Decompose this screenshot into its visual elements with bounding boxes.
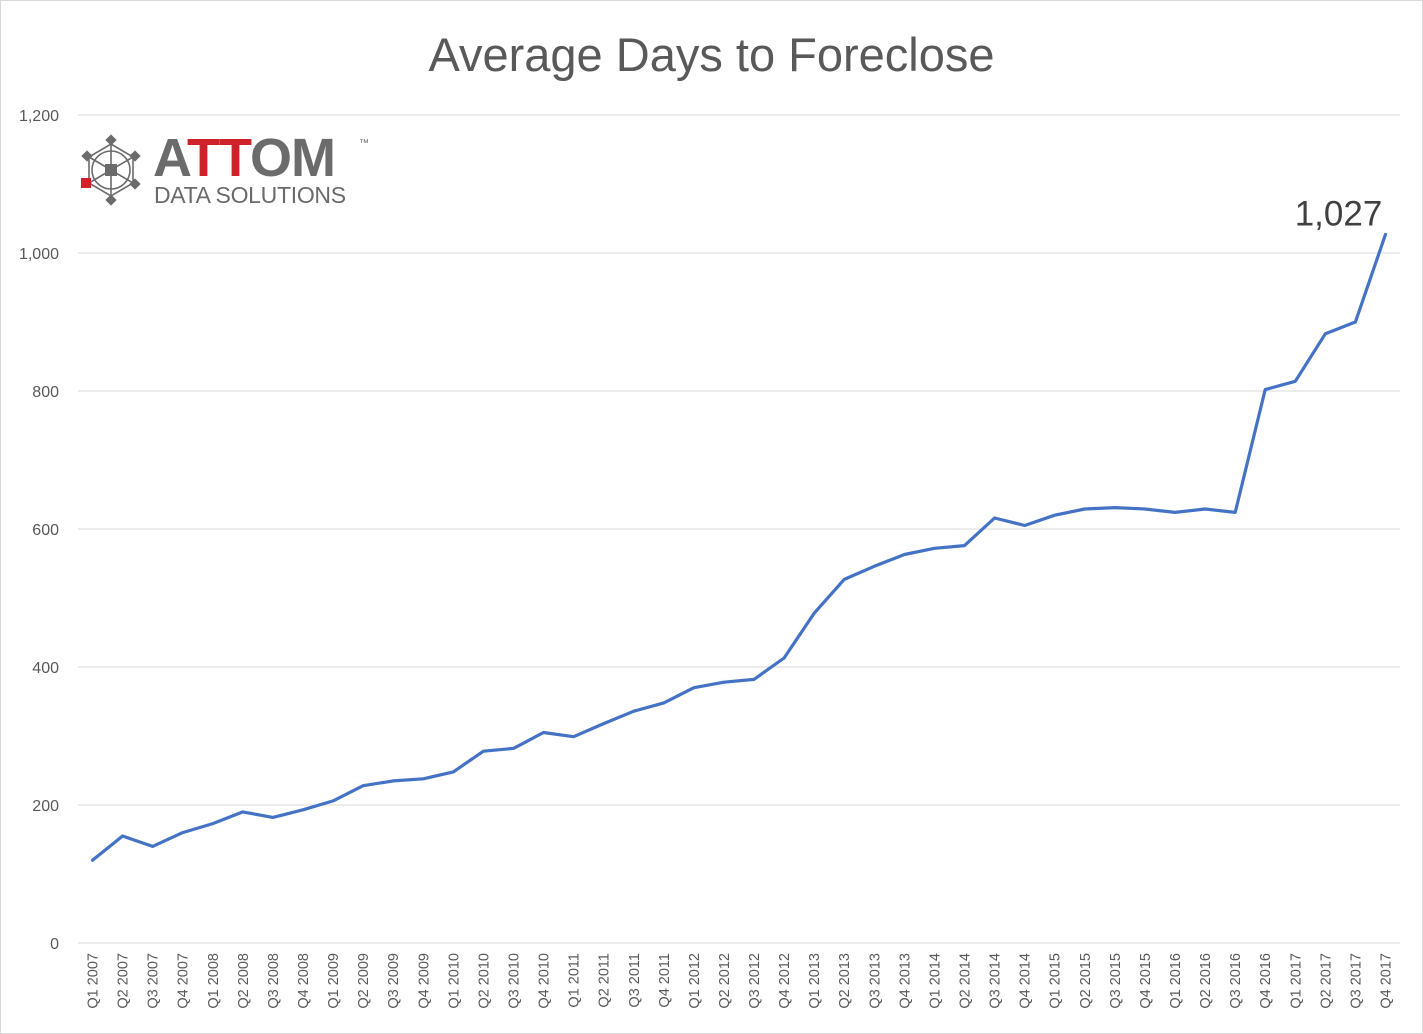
logo-trademark: ™	[359, 138, 369, 149]
x-tick-label: Q1 2009	[326, 953, 342, 1009]
x-tick-label: Q1 2017	[1288, 953, 1304, 1009]
x-tick-label: Q4 2011	[657, 953, 673, 1008]
logo-wordmark-tt: TT	[187, 128, 251, 188]
x-tick-label: Q3 2015	[1108, 953, 1124, 1009]
y-tick-label: 400	[32, 660, 59, 677]
x-tick-label: Q4 2012	[777, 953, 793, 1009]
attom-logo: ATTOM ™ DATA SOLUTIONS	[79, 128, 379, 212]
x-tick-label: Q2 2008	[236, 953, 252, 1009]
x-tick-label: Q2 2014	[958, 953, 974, 1009]
x-tick-label: Q4 2009	[416, 953, 432, 1009]
x-tick-label: Q2 2017	[1318, 953, 1334, 1009]
series-line-days	[90, 232, 1388, 862]
x-tick-label: Q4 2010	[537, 953, 553, 1009]
x-tick-label: Q3 2008	[266, 953, 282, 1009]
x-tick-label: Q3 2009	[386, 953, 402, 1009]
x-tick-label: Q1 2008	[206, 953, 222, 1009]
x-tick-label: Q4 2013	[897, 953, 913, 1009]
x-axis-tick-labels: Q1 2007 Q2 2007 Q3 2007 Q4 2007 Q1 2008 Q2 20…	[86, 953, 1395, 1009]
y-tick-label: 0	[50, 936, 59, 953]
x-tick-label: Q4 2007	[176, 953, 192, 1009]
x-tick-label: Q4 2017	[1379, 953, 1395, 1009]
x-tick-label: Q2 2010	[476, 953, 492, 1009]
x-tick-label: Q1 2014	[927, 953, 943, 1009]
x-tick-label: Q2 2009	[356, 953, 372, 1009]
y-tick-label: 1,200	[19, 108, 59, 125]
x-tick-label: Q3 2012	[747, 953, 763, 1009]
network-hexagon-icon	[81, 134, 141, 206]
x-tick-label: Q3 2014	[988, 953, 1004, 1009]
x-tick-label: Q1 2013	[807, 953, 823, 1009]
x-tick-label: Q3 2016	[1228, 953, 1244, 1009]
x-tick-label: Q1 2016	[1168, 953, 1184, 1009]
x-tick-label: Q1 2011	[567, 953, 583, 1008]
logo-wordmark-om: OM	[250, 128, 336, 188]
x-tick-label: Q4 2014	[1018, 953, 1034, 1009]
x-tick-label: Q4 2015	[1138, 953, 1154, 1009]
x-tick-label: Q2 2011	[597, 953, 613, 1008]
x-tick-label: Q4 2016	[1258, 953, 1274, 1009]
x-tick-label: Q2 2015	[1078, 953, 1094, 1009]
y-axis-tick-labels: 0 200 400 600 800 1,000 1,200	[19, 108, 59, 953]
logo-wordmark-a: A	[153, 128, 188, 188]
data-annotation: 1,027	[1295, 194, 1383, 233]
y-tick-label: 200	[32, 798, 59, 815]
x-tick-label: Q2 2016	[1198, 953, 1214, 1009]
y-tick-label: 600	[32, 522, 59, 539]
x-tick-label: Q1 2007	[86, 953, 102, 1009]
x-tick-label: Q1 2010	[446, 953, 462, 1009]
chart-title: Average Days to Foreclose	[428, 28, 995, 81]
x-tick-label: Q2 2012	[717, 953, 733, 1009]
y-tick-label: 800	[32, 384, 59, 401]
series-line	[90, 232, 1388, 862]
gridlines	[78, 114, 1400, 944]
x-tick-label: Q2 2007	[116, 953, 132, 1009]
x-tick-label: Q3 2010	[506, 953, 522, 1009]
x-tick-label: Q3 2017	[1348, 953, 1364, 1009]
logo-tagline: DATA SOLUTIONS	[154, 182, 346, 208]
x-tick-label: Q1 2012	[687, 953, 703, 1009]
x-tick-label: Q3 2013	[867, 953, 883, 1009]
x-tick-label: Q3 2007	[146, 953, 162, 1009]
x-tick-label: Q3 2011	[627, 953, 643, 1008]
x-tick-label: Q4 2008	[296, 953, 312, 1009]
y-tick-label: 1,000	[19, 246, 59, 263]
logo-wordmark: ATTOM	[153, 128, 336, 188]
x-tick-label: Q1 2015	[1048, 953, 1064, 1009]
x-tick-label: Q2 2013	[837, 953, 853, 1009]
data-label-last: 1,027	[1295, 194, 1383, 233]
